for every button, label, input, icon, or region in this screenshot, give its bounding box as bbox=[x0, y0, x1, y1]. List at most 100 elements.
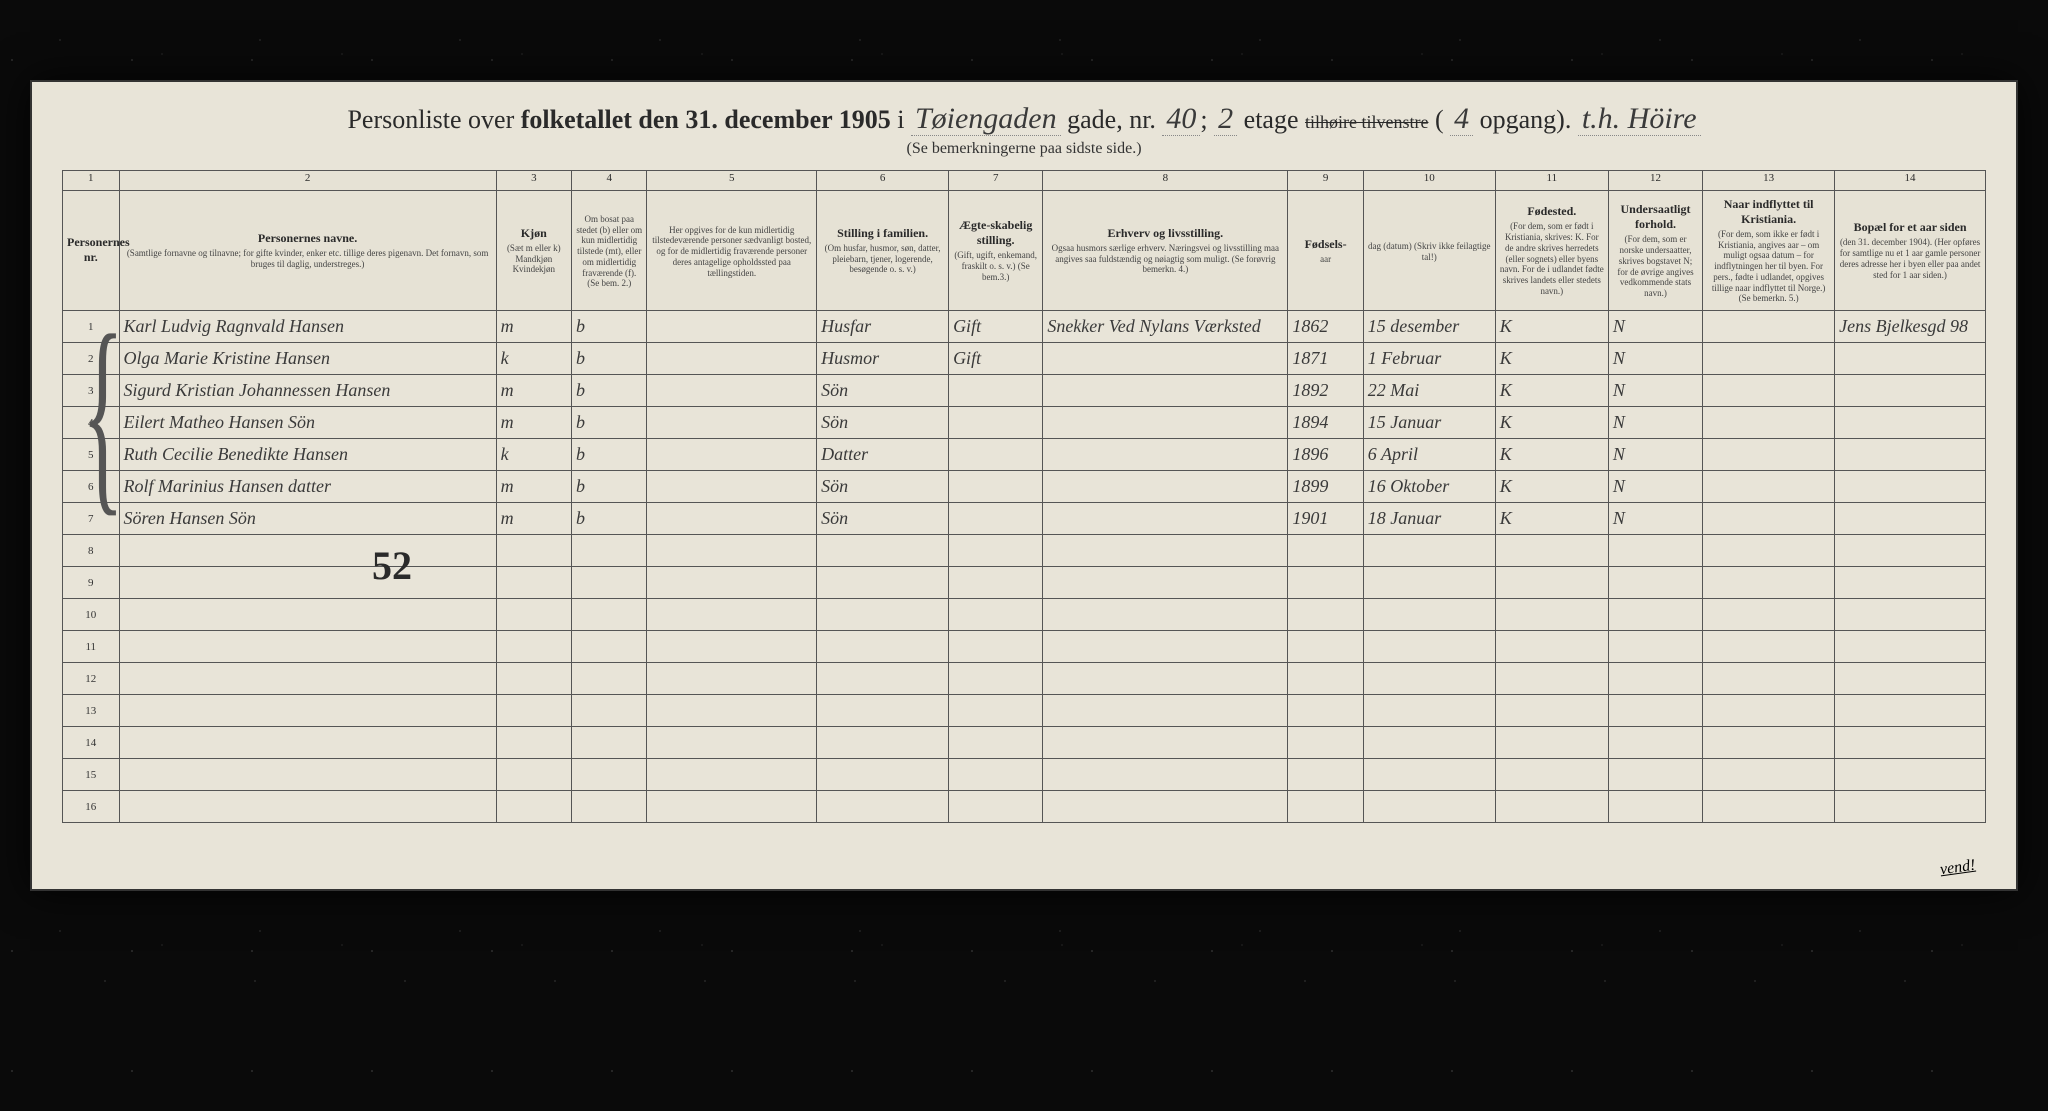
cell-date bbox=[1363, 567, 1495, 599]
cell-fam: Sön bbox=[817, 407, 949, 439]
cell-sex bbox=[496, 727, 571, 759]
cell-occ bbox=[1043, 471, 1288, 503]
cell-year: 1896 bbox=[1288, 439, 1363, 471]
side-note: t.h. Höire bbox=[1578, 102, 1701, 136]
table-row: 15 bbox=[63, 759, 1986, 791]
cell-occ bbox=[1043, 695, 1288, 727]
title-prefix: Personliste over bbox=[347, 105, 520, 134]
vend-note: vend! bbox=[1939, 857, 1977, 880]
cell-fam: Sön bbox=[817, 503, 949, 535]
column-header-sub: aar bbox=[1292, 254, 1358, 265]
cell-mar bbox=[949, 695, 1043, 727]
cell-away bbox=[647, 439, 817, 471]
title-line: Personliste over folketallet den 31. dec… bbox=[62, 102, 1986, 136]
floor: 2 bbox=[1214, 102, 1237, 136]
cell-fam bbox=[817, 727, 949, 759]
cell-mar bbox=[949, 631, 1043, 663]
title-gade: gade, nr. bbox=[1061, 105, 1163, 134]
cell-date bbox=[1363, 535, 1495, 567]
colnum: 8 bbox=[1043, 171, 1288, 191]
colnum: 9 bbox=[1288, 171, 1363, 191]
cell-occ bbox=[1043, 503, 1288, 535]
cell-occ bbox=[1043, 791, 1288, 823]
cell-fam bbox=[817, 759, 949, 791]
colnum: 6 bbox=[817, 171, 949, 191]
column-header-title: Personernes navne. bbox=[124, 231, 492, 246]
cell-away bbox=[647, 535, 817, 567]
column-header: Stilling i familien. (Om husfar, husmor, … bbox=[817, 191, 949, 311]
cell-fam: Sön bbox=[817, 471, 949, 503]
cell-nat: N bbox=[1608, 439, 1702, 471]
cell-away bbox=[647, 343, 817, 375]
cell-date bbox=[1363, 631, 1495, 663]
film-border-top bbox=[0, 0, 2048, 80]
cell-nat bbox=[1608, 791, 1702, 823]
column-number-row: 1234567891011121314 bbox=[63, 171, 1986, 191]
cell-mar bbox=[949, 407, 1043, 439]
cell-date bbox=[1363, 727, 1495, 759]
column-header-title: Stilling i familien. bbox=[821, 226, 944, 241]
table-row: 11 bbox=[63, 631, 1986, 663]
cell-occ bbox=[1043, 535, 1288, 567]
cell-prev: Jens Bjelkesgd 98 bbox=[1835, 311, 1986, 343]
cell-birthpl: K bbox=[1495, 471, 1608, 503]
cell-prev bbox=[1835, 727, 1986, 759]
colnum: 13 bbox=[1703, 171, 1835, 191]
column-header-title: Bopæl for et aar siden bbox=[1839, 220, 1981, 235]
column-header: Bopæl for et aar siden(den 31. december … bbox=[1835, 191, 1986, 311]
cell-year bbox=[1288, 599, 1363, 631]
brace-icon: { bbox=[82, 302, 124, 522]
cell-prev bbox=[1835, 535, 1986, 567]
cell-moved bbox=[1703, 791, 1835, 823]
cell-prev bbox=[1835, 631, 1986, 663]
cell-birthpl: K bbox=[1495, 503, 1608, 535]
cell-res bbox=[572, 631, 647, 663]
cell-mar bbox=[949, 727, 1043, 759]
cell-nat: N bbox=[1608, 407, 1702, 439]
cell-fam bbox=[817, 663, 949, 695]
cell-birthpl bbox=[1495, 631, 1608, 663]
cell-name bbox=[119, 695, 496, 727]
cell-n: 14 bbox=[63, 727, 120, 759]
street-name: Tøiengaden bbox=[911, 102, 1061, 136]
subtitle: (Se bemerkningerne paa sidste side.) bbox=[62, 140, 1986, 158]
annotation-52: 52 bbox=[372, 542, 412, 589]
cell-name: Rolf Marinius Hansen datter bbox=[119, 471, 496, 503]
cell-birthpl bbox=[1495, 663, 1608, 695]
cell-n: 8 bbox=[63, 535, 120, 567]
cell-name: Olga Marie Kristine Hansen bbox=[119, 343, 496, 375]
column-header-sub: (Samtlige fornavne og tilnavne; for gift… bbox=[124, 248, 492, 270]
cell-away bbox=[647, 599, 817, 631]
column-header: Fødsels-aar bbox=[1288, 191, 1363, 311]
column-header: Erhverv og livsstilling.Ogsaa husmors sæ… bbox=[1043, 191, 1288, 311]
cell-year: 1894 bbox=[1288, 407, 1363, 439]
column-header: Om bosat paa stedet (b) eller om kun mid… bbox=[572, 191, 647, 311]
cell-away bbox=[647, 727, 817, 759]
cell-fam: Husmor bbox=[817, 343, 949, 375]
table-row: 7Sören Hansen SönmbSön190118 JanuarKN bbox=[63, 503, 1986, 535]
cell-sex bbox=[496, 567, 571, 599]
cell-res: b bbox=[572, 311, 647, 343]
cell-year: 1901 bbox=[1288, 503, 1363, 535]
cell-date bbox=[1363, 759, 1495, 791]
cell-mar: Gift bbox=[949, 311, 1043, 343]
cell-year bbox=[1288, 631, 1363, 663]
cell-year: 1862 bbox=[1288, 311, 1363, 343]
cell-birthpl: K bbox=[1495, 343, 1608, 375]
cell-prev bbox=[1835, 439, 1986, 471]
cell-sex bbox=[496, 791, 571, 823]
cell-occ bbox=[1043, 407, 1288, 439]
cell-nat: N bbox=[1608, 471, 1702, 503]
cell-sex bbox=[496, 535, 571, 567]
cell-date: 1 Februar bbox=[1363, 343, 1495, 375]
column-header-sub: (Om husfar, husmor, søn, datter, pleieba… bbox=[821, 243, 944, 275]
film-border-bottom bbox=[0, 891, 2048, 1111]
cell-mar bbox=[949, 599, 1043, 631]
column-header-title: Ægte-skabelig stilling. bbox=[953, 218, 1038, 248]
cell-moved bbox=[1703, 567, 1835, 599]
cell-res: b bbox=[572, 439, 647, 471]
column-header-title: Fødsels- bbox=[1292, 237, 1358, 252]
cell-away bbox=[647, 663, 817, 695]
column-header-sub: (Gift, ugift, enkemand, fraskilt o. s. v… bbox=[953, 250, 1038, 282]
cell-away bbox=[647, 503, 817, 535]
